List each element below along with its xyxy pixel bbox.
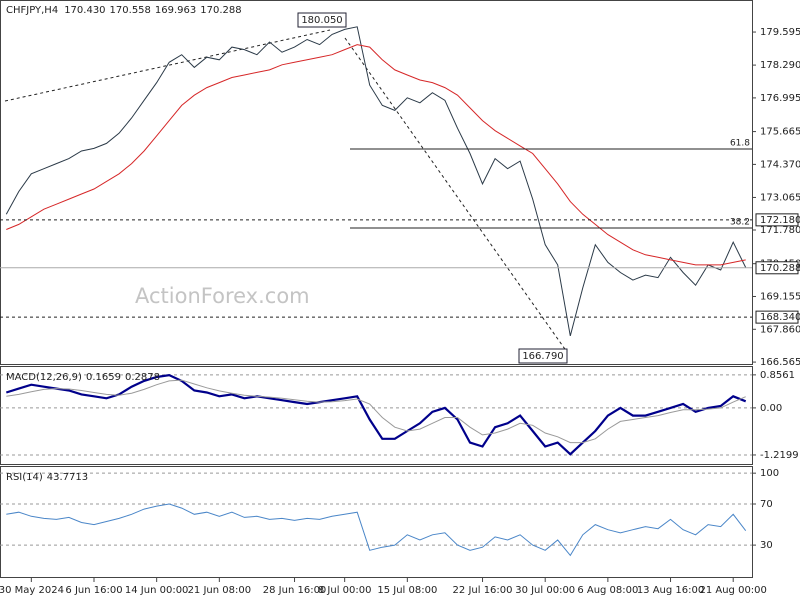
y-tick-label: 176.995 (760, 93, 800, 104)
y-tick-label: 171.780 (760, 225, 800, 236)
level-label: 172.180 (760, 215, 800, 226)
swing-box (518, 348, 568, 364)
series-line (6, 44, 746, 266)
x-tick-label: 14 Jun 00:00 (125, 585, 189, 596)
fib-label: 38.2 (730, 217, 750, 227)
x-tick-label: 21 Aug 00:00 (699, 585, 766, 596)
y-tick-label: 166.565 (760, 357, 800, 368)
series-line (5, 373, 747, 456)
symbol: CHFJPY,H4 (6, 5, 58, 16)
x-tick-label: 30 May 2024 (0, 585, 64, 596)
swing-box (297, 12, 347, 28)
swing-label: 166.790 (522, 351, 563, 362)
series-line (6, 503, 747, 557)
y-tick-label: 169.155 (760, 291, 800, 302)
y-tick-label: 173.065 (760, 192, 800, 203)
watermark: ActionForex.com (135, 284, 310, 308)
y-tick-label: 30 (760, 540, 773, 551)
indicator-reading: 43.7713 (47, 472, 88, 483)
trend-line (4, 29, 331, 102)
x-tick-label: 8 Jul 00:00 (318, 585, 372, 596)
y-tick-label: 174.370 (760, 159, 800, 170)
x-tick-label: 6 Aug 08:00 (577, 585, 638, 596)
y-tick-label: 0.8561 (760, 370, 795, 381)
y-tick-label: 100 (760, 468, 779, 479)
rsi-panel (0, 466, 753, 578)
swing-label: 180.050 (301, 15, 342, 26)
level-box (755, 213, 799, 227)
macd-panel (0, 366, 753, 465)
y-tick-label: 70 (760, 499, 773, 510)
x-tick-label: 15 Jul 08:00 (377, 585, 437, 596)
x-tick-label: 6 Jun 16:00 (65, 585, 122, 596)
x-tick-label: 13 Aug 16:00 (637, 585, 704, 596)
y-tick-label: 0.00 (760, 403, 782, 414)
level-label: 168.340 (760, 312, 800, 323)
trend-line (344, 37, 568, 353)
x-tick-label: 30 Jul 00:00 (515, 585, 575, 596)
indicator-label: RSI(14) (6, 472, 43, 483)
level-box (755, 310, 799, 324)
y-tick-label: -1.2199 (760, 450, 799, 461)
ohlc-value: 170.558 (110, 5, 151, 16)
y-tick-label: 175.665 (760, 127, 800, 138)
level-label: 170.288 (760, 263, 800, 274)
fib-label: 61.8 (730, 138, 750, 148)
x-tick-label: 21 Jun 08:00 (188, 585, 252, 596)
ohlc-value: 170.430 (64, 5, 105, 16)
indicator-reading: 0.2878 (125, 372, 160, 383)
series-line (6, 379, 746, 444)
x-tick-label: 28 Jun 16:00 (263, 585, 327, 596)
indicator-reading: 0.1659 (86, 372, 121, 383)
series-line (5, 26, 747, 337)
y-tick-label: 178.290 (760, 60, 800, 71)
ohlc-value: 170.288 (200, 5, 241, 16)
ohlc-value: 169.963 (155, 5, 196, 16)
x-tick-label: 22 Jul 16:00 (453, 585, 513, 596)
y-tick-label: 179.595 (760, 27, 800, 38)
indicator-label: MACD(12,26,9) (6, 372, 82, 383)
level-box (755, 261, 799, 275)
y-tick-label: 167.860 (760, 324, 800, 335)
price-panel (0, 0, 753, 365)
